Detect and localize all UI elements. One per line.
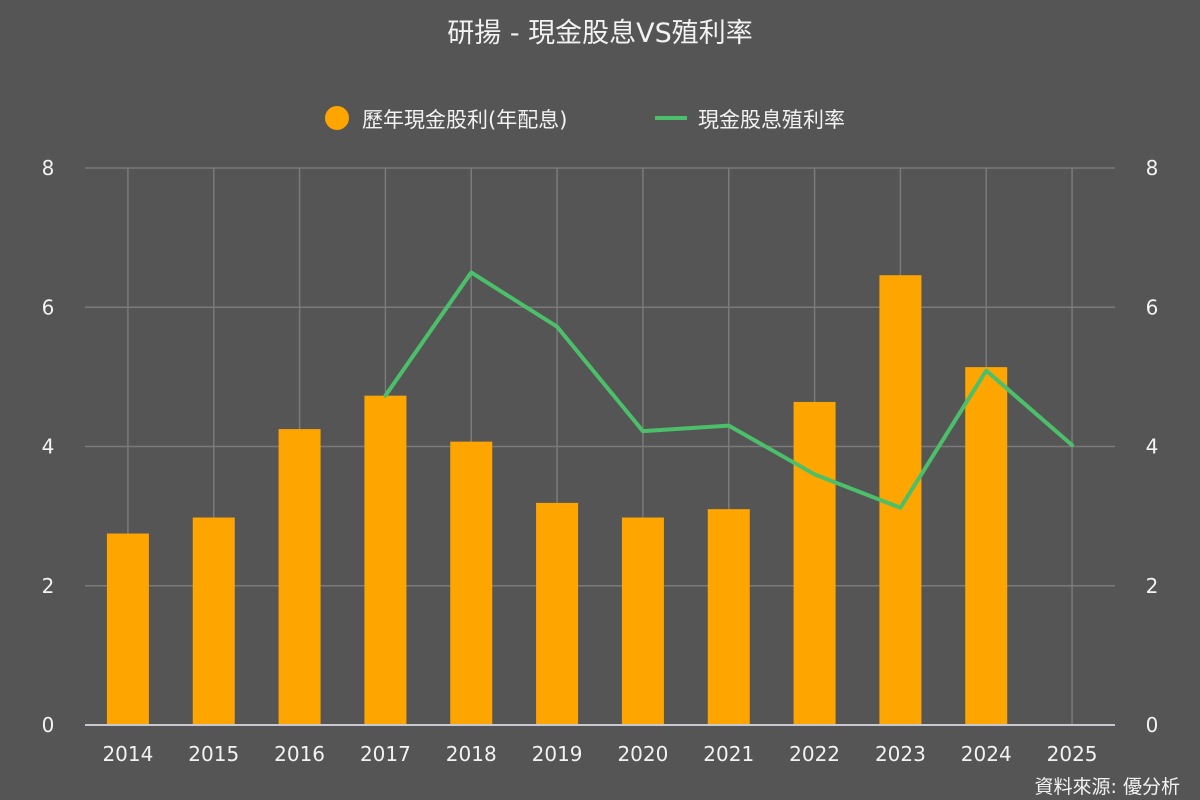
x-tick-label: 2022 xyxy=(789,742,840,766)
y-right-tick-label: 6 xyxy=(1146,295,1159,319)
yield-point-2018 xyxy=(470,271,472,273)
bar-2023 xyxy=(879,275,922,725)
y-left-tick-label: 2 xyxy=(42,574,55,598)
chart-title: 研揚 - 現金股息VS殖利率 xyxy=(447,18,753,49)
x-tick-label: 2016 xyxy=(274,742,325,766)
bar-2014 xyxy=(106,533,149,725)
x-tick-label: 2024 xyxy=(961,742,1012,766)
y-right-tick-label: 8 xyxy=(1146,156,1159,180)
yield-point-2017 xyxy=(384,395,386,397)
grid-layer xyxy=(85,167,1115,725)
yield-point-2020 xyxy=(642,430,644,432)
x-tick-label: 2021 xyxy=(703,742,754,766)
y-right-tick-label: 2 xyxy=(1146,574,1159,598)
y-left-tick-label: 6 xyxy=(42,295,55,319)
x-tick-label: 2023 xyxy=(875,742,926,766)
yield-point-2019 xyxy=(556,326,558,328)
x-tick-label: 2017 xyxy=(360,742,411,766)
y-right-tick-label: 0 xyxy=(1146,713,1159,737)
x-tick-label: 2014 xyxy=(102,742,153,766)
yield-point-2025 xyxy=(1071,444,1073,446)
line-layer xyxy=(383,270,1075,510)
bars-layer xyxy=(106,275,1008,725)
bar-2017 xyxy=(364,395,407,725)
bar-2018 xyxy=(450,441,493,725)
x-tick-label: 2025 xyxy=(1047,742,1098,766)
y-left-tick-label: 0 xyxy=(42,713,55,737)
x-tick-label: 2019 xyxy=(532,742,583,766)
yield-point-2022 xyxy=(814,473,816,475)
yield-point-2023 xyxy=(899,507,901,509)
legend-bar-label: 歷年現金股利(年配息) xyxy=(362,108,567,132)
x-tick-label: 2018 xyxy=(446,742,497,766)
yield-point-2024 xyxy=(985,370,987,372)
x-tick-label: 2015 xyxy=(188,742,239,766)
x-tick-label: 2020 xyxy=(617,742,668,766)
bar-2024 xyxy=(965,367,1008,725)
legend-line-label: 現金股息殖利率 xyxy=(698,108,845,132)
yield-point-2021 xyxy=(728,425,730,427)
y-left-tick-label: 8 xyxy=(42,156,55,180)
bar-2015 xyxy=(192,517,235,725)
legend: 歷年現金股利(年配息) 現金股息殖利率 xyxy=(325,106,845,132)
y-left-tick-label: 4 xyxy=(42,435,55,459)
source-note: 資料來源: 優分析 xyxy=(1035,776,1180,798)
bar-2019 xyxy=(536,502,579,725)
bar-2022 xyxy=(793,401,836,725)
axis-layer: 0 0 2 2 4 4 6 6 8 8 2014 2015 2016 2017 2018 2019 2020 20… xyxy=(42,156,1159,766)
bar-2020 xyxy=(621,517,664,725)
bar-2016 xyxy=(278,429,321,725)
legend-bar-marker xyxy=(325,106,349,130)
bar-2021 xyxy=(707,509,750,725)
y-right-tick-label: 4 xyxy=(1146,435,1159,459)
